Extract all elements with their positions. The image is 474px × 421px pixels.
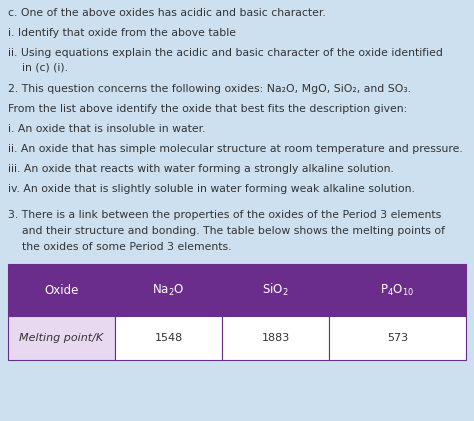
Text: From the list above identify the oxide that best fits the description given:: From the list above identify the oxide t… xyxy=(8,104,407,114)
Text: ii. Using equations explain the acidic and basic character of the oxide identifi: ii. Using equations explain the acidic a… xyxy=(8,48,443,58)
Bar xyxy=(329,316,466,360)
Text: ii. An oxide that has simple molecular structure at room temperature and pressur: ii. An oxide that has simple molecular s… xyxy=(8,144,463,154)
Text: Melting point/K: Melting point/K xyxy=(19,333,103,343)
Bar xyxy=(8,264,115,316)
Text: SiO$_2$: SiO$_2$ xyxy=(262,282,289,298)
Text: and their structure and bonding. The table below shows the melting points of: and their structure and bonding. The tab… xyxy=(8,226,445,236)
Text: Na$_2$O: Na$_2$O xyxy=(152,282,185,298)
Text: in (c) (i).: in (c) (i). xyxy=(8,62,68,72)
Text: iv. An oxide that is slightly soluble in water forming weak alkaline solution.: iv. An oxide that is slightly soluble in… xyxy=(8,184,415,194)
Text: 3. There is a link between the properties of the oxides of the Period 3 elements: 3. There is a link between the propertie… xyxy=(8,210,441,220)
Text: 1883: 1883 xyxy=(261,333,290,343)
Text: 573: 573 xyxy=(387,333,408,343)
Text: i. Identify that oxide from the above table: i. Identify that oxide from the above ta… xyxy=(8,28,236,38)
Text: c. One of the above oxides has acidic and basic character.: c. One of the above oxides has acidic an… xyxy=(8,8,326,18)
Text: i. An oxide that is insoluble in water.: i. An oxide that is insoluble in water. xyxy=(8,124,206,134)
Text: P$_4$O$_{10}$: P$_4$O$_{10}$ xyxy=(381,282,414,298)
Text: Oxide: Oxide xyxy=(44,283,79,296)
Text: 1548: 1548 xyxy=(155,333,182,343)
Text: iii. An oxide that reacts with water forming a strongly alkaline solution.: iii. An oxide that reacts with water for… xyxy=(8,164,394,174)
Bar xyxy=(8,316,115,360)
Bar xyxy=(115,316,222,360)
Text: 2. This question concerns the following oxides: Na₂O, MgO, SiO₂, and SO₃.: 2. This question concerns the following … xyxy=(8,84,411,94)
Text: the oxides of some Period 3 elements.: the oxides of some Period 3 elements. xyxy=(8,242,231,252)
Bar xyxy=(222,264,329,316)
Bar xyxy=(222,316,329,360)
Bar xyxy=(115,264,222,316)
Bar xyxy=(329,264,466,316)
